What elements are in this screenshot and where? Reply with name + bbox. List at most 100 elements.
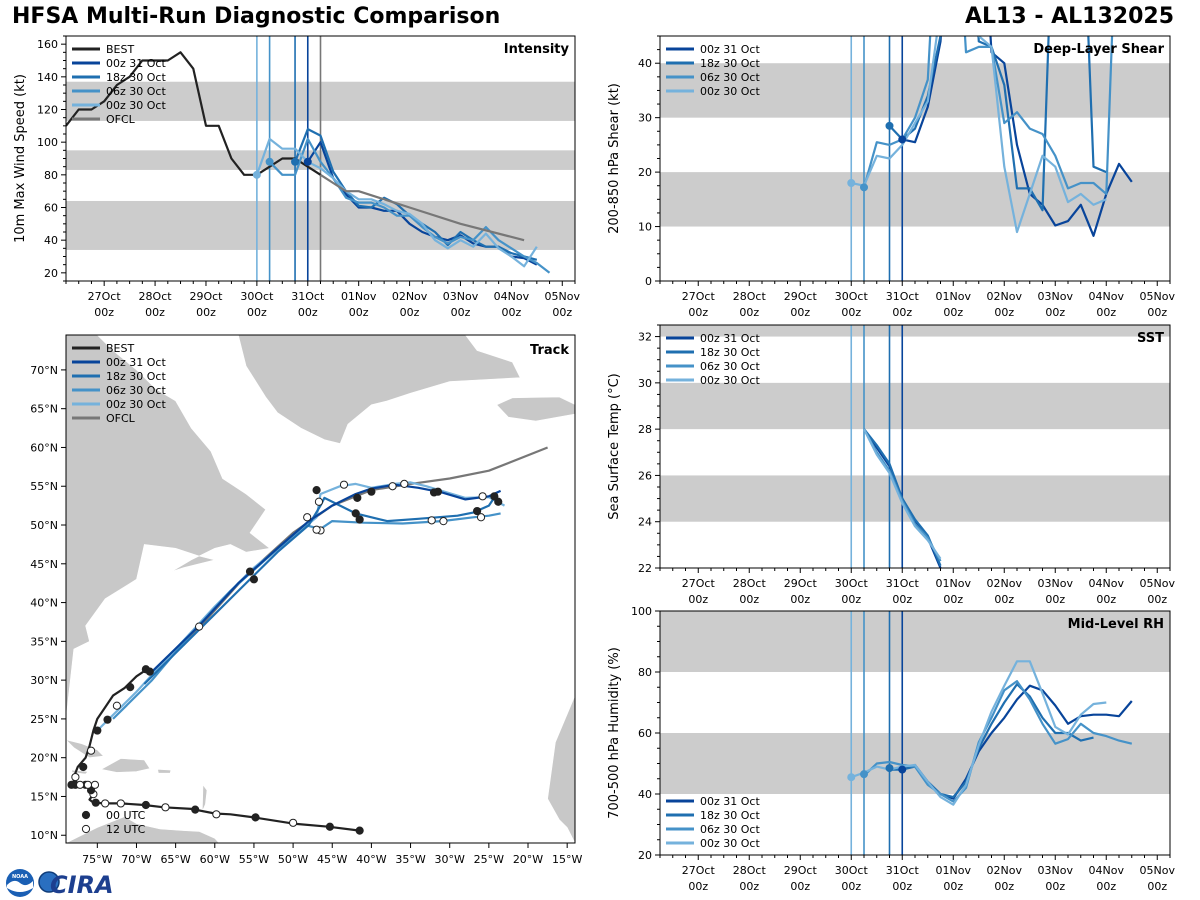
track-marker-legend-icon — [81, 824, 91, 834]
sst-legend-label: 00z 31 Oct — [700, 332, 760, 345]
land-iceland — [496, 396, 575, 422]
shear-init-marker — [885, 121, 894, 130]
intensity-xtick-label: 02Nov — [392, 290, 428, 303]
land-north-america — [66, 335, 271, 719]
intensity-xtick-label: 27Oct — [88, 290, 122, 303]
sst-band — [660, 325, 1170, 337]
track-ytick-label: 55°N — [30, 480, 58, 493]
shear-band — [660, 63, 1170, 118]
track-xtick-label: 50°W — [278, 853, 308, 866]
track-ytick-label: 65°N — [30, 403, 58, 416]
shear-xtick-sublabel: 00z — [943, 306, 963, 319]
sst-xtick-label: 28Oct — [733, 577, 767, 590]
rh-band — [660, 733, 1170, 794]
rh-xtick-sublabel: 00z — [1147, 880, 1167, 893]
track-point-12utc — [476, 513, 486, 522]
intensity-ytick-label: 60 — [44, 202, 58, 215]
rh-xtick-label: 03Nov — [1038, 864, 1074, 877]
intensity-ytick-label: 20 — [44, 267, 58, 280]
track-point-00utc — [249, 575, 259, 584]
track-legend-label: BEST — [106, 342, 134, 355]
rh-xtick-label: 05Nov — [1140, 864, 1176, 877]
shear-init-marker — [860, 183, 868, 192]
track-point-00utc — [79, 762, 88, 772]
track-point-00utc — [325, 822, 334, 831]
shear-series-00z-31-oct — [902, 36, 1133, 237]
intensity-xtick-label: 01Nov — [341, 290, 377, 303]
sst-xtick-sublabel: 00z — [739, 593, 759, 606]
intensity-xtick-sublabel: 00z — [94, 306, 114, 319]
rh-xtick-label: 29Oct — [784, 864, 818, 877]
intensity-xtick-sublabel: 00z — [196, 306, 216, 319]
track-point-00utc — [312, 486, 321, 495]
intensity-legend-label: 00z 31 Oct — [106, 57, 166, 70]
rh-xtick-sublabel: 00z — [892, 880, 912, 893]
rh-xtick-label: 28Oct — [733, 864, 767, 877]
track-xtick-label: 75°W — [82, 853, 112, 866]
intensity-xtick-label: 30Oct — [240, 290, 274, 303]
rh-ylabel: 700-500 hPa Humidity (%) — [607, 647, 622, 819]
track-xtick-label: 20°W — [513, 853, 543, 866]
rh-init-marker — [885, 764, 894, 773]
intensity-xtick-sublabel: 00z — [451, 306, 471, 319]
sst-xtick-label: 27Oct — [682, 577, 716, 590]
intensity-xtick-label: 28Oct — [139, 290, 173, 303]
intensity-xtick-sublabel: 00z — [400, 306, 420, 319]
sst-xtick-label: 31Oct — [886, 577, 920, 590]
sst-plot-area — [660, 325, 1170, 568]
track-point-12utc — [86, 746, 96, 755]
intensity-legend-label: 18z 30 Oct — [106, 71, 166, 84]
track-ytick-label: 50°N — [30, 519, 58, 532]
shear-xtick-label: 02Nov — [987, 290, 1023, 303]
track-point-00utc — [126, 683, 135, 692]
land-puerto-rico — [157, 768, 172, 774]
track-xtick-label: 60°W — [200, 853, 230, 866]
globe-icon — [38, 871, 60, 893]
intensity-xtick-sublabel: 00z — [298, 306, 318, 319]
shear-ytick-label: 30 — [638, 112, 652, 125]
intensity-ytick-label: 80 — [44, 169, 58, 182]
sst-xtick-sublabel: 00z — [1147, 593, 1167, 606]
rh-legend-label: 00z 30 Oct — [700, 837, 760, 850]
track-point-12utc — [195, 622, 204, 631]
sst-chart: 22 24 26 28 30 32 Sea Surface Temp (°C) 27Oct 00… — [607, 324, 1175, 606]
land-greenland — [237, 335, 521, 444]
track-point-12utc — [71, 772, 80, 782]
intensity-init-marker — [252, 170, 261, 179]
intensity-ytick-label: 160 — [37, 38, 58, 51]
shear-xtick-sublabel: 00z — [994, 306, 1014, 319]
cira-logo-text: CIRA — [50, 871, 114, 898]
sst-xtick-sublabel: 00z — [688, 593, 708, 606]
intensity-ytick-label: 140 — [37, 71, 58, 84]
track-ytick-label: 40°N — [30, 597, 58, 610]
shear-init-marker — [847, 179, 856, 187]
track-map: 75°W 70°W 65°W 60°W 55°W 50°W 45°W 40°W 35°W 30°W… — [30, 334, 582, 866]
track-ytick-label: 70°N — [30, 364, 58, 377]
rh-xtick-sublabel: 00z — [841, 880, 861, 893]
rh-xtick-label: 04Nov — [1089, 864, 1125, 877]
sst-ytick-label: 24 — [638, 516, 652, 529]
sst-xtick-sublabel: 00z — [790, 593, 810, 606]
sst-xtick-sublabel: 00z — [1096, 593, 1116, 606]
rh-xtick-sublabel: 00z — [994, 880, 1014, 893]
track-point-12utc — [314, 497, 324, 506]
track-ytick-label: 35°N — [30, 635, 58, 648]
track-point-12utc — [312, 525, 321, 534]
track-point-00utc — [353, 493, 362, 502]
figure-title: HFSA Multi-Run Diagnostic Comparison — [12, 4, 501, 29]
shear-panel-title: Deep-Layer Shear — [1033, 42, 1164, 57]
intensity-xtick-label: 31Oct — [291, 290, 325, 303]
track-point-00utc — [145, 667, 154, 676]
shear-xtick-sublabel: 00z — [739, 306, 759, 319]
track-plot-area — [66, 335, 575, 843]
sst-xtick-label: 29Oct — [784, 577, 818, 590]
shear-ytick-label: 0 — [645, 275, 652, 288]
track-point-00utc — [251, 813, 260, 822]
rh-legend-label: 18z 30 Oct — [700, 809, 760, 822]
shear-xtick-label: 29Oct — [784, 290, 818, 303]
shear-xtick-label: 01Nov — [936, 290, 972, 303]
track-legend-label: OFCL — [106, 412, 136, 425]
sst-xtick-sublabel: 00z — [841, 593, 861, 606]
sst-ylabel: Sea Surface Temp (°C) — [607, 373, 622, 520]
track-point-00utc — [191, 805, 200, 814]
